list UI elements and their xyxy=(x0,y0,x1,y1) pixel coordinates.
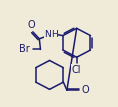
Text: O: O xyxy=(82,85,89,95)
Text: Br: Br xyxy=(19,45,29,54)
Text: Cl: Cl xyxy=(72,65,81,75)
Text: O: O xyxy=(27,20,35,30)
Text: N: N xyxy=(44,30,51,39)
Text: H: H xyxy=(51,30,57,39)
